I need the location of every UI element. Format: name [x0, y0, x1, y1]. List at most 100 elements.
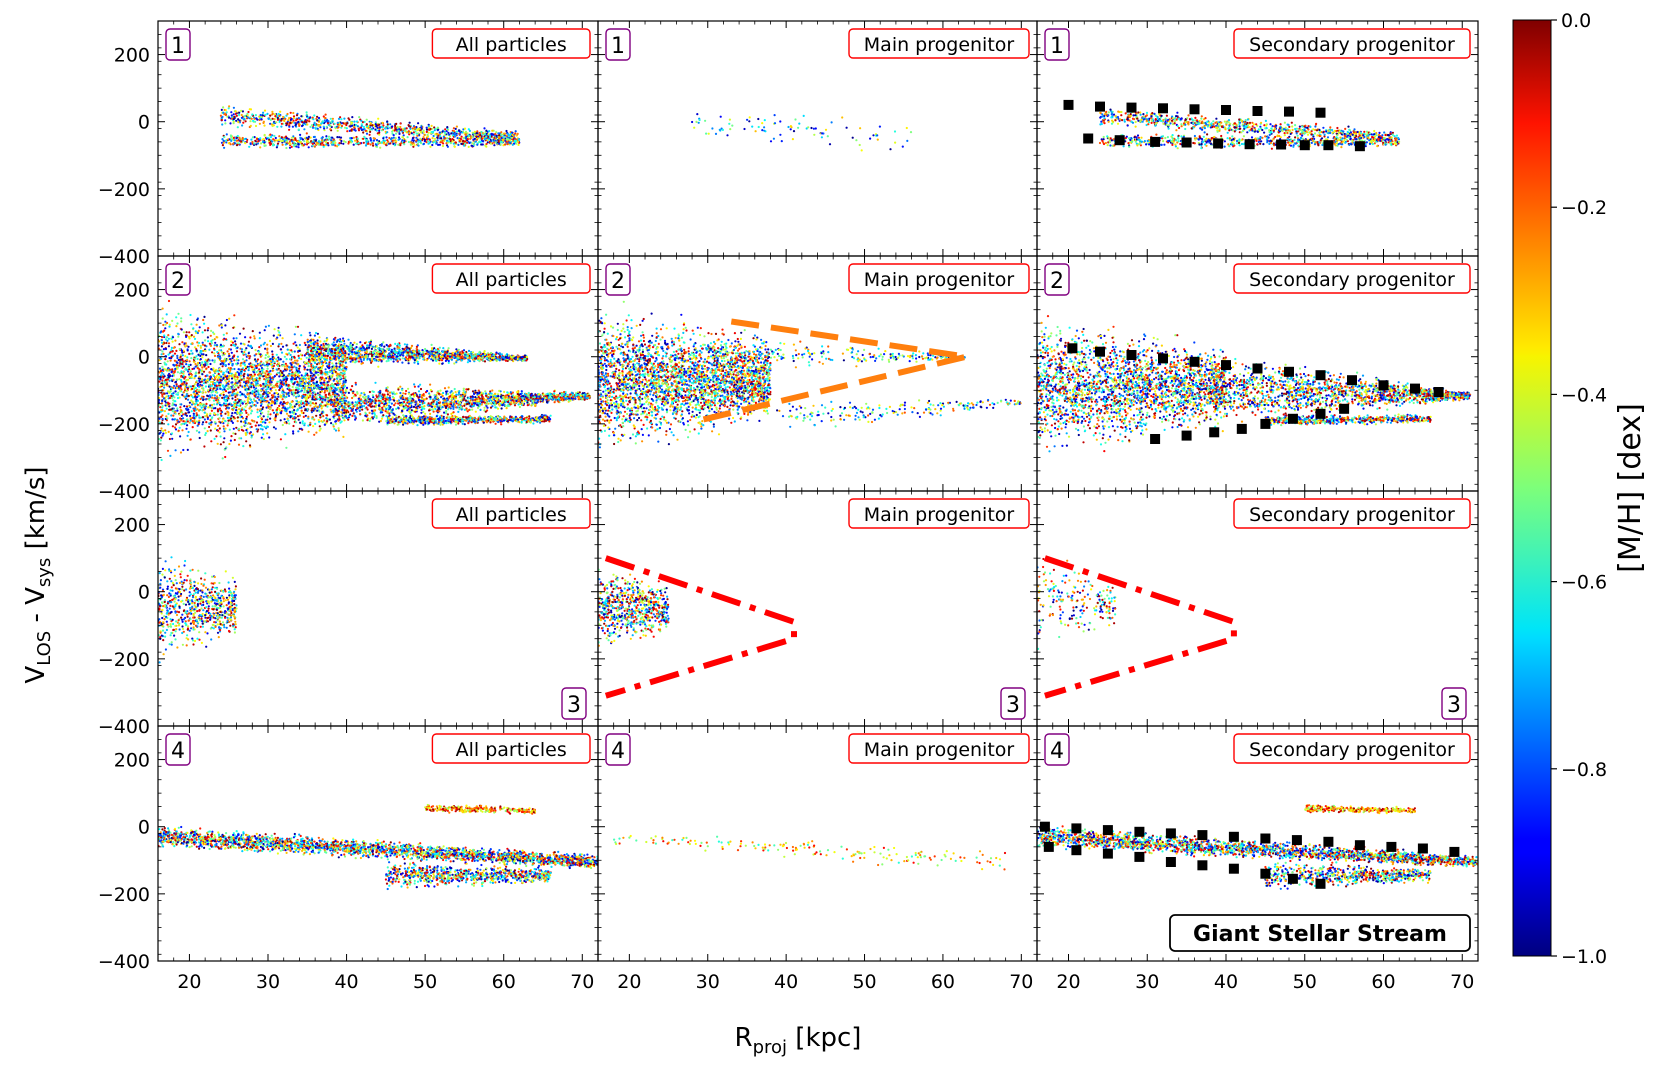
- particle-point: [1193, 134, 1196, 138]
- particle-point: [1198, 136, 1201, 139]
- row-number-box: [165, 28, 191, 61]
- particle-point: [295, 119, 298, 122]
- particle-point: [250, 366, 253, 369]
- particle-point: [191, 342, 194, 345]
- particle-point: [278, 114, 281, 117]
- particle-point: [436, 136, 439, 139]
- particle-point: [1201, 138, 1204, 141]
- orbit-square-marker: [1299, 140, 1310, 151]
- particle-point: [1206, 133, 1209, 136]
- particle-point: [1313, 143, 1317, 146]
- particle-point: [1213, 135, 1216, 139]
- particle-point: [1101, 113, 1104, 116]
- particle-point: [360, 123, 363, 126]
- particle-point: [807, 126, 810, 129]
- particle-point: [285, 140, 288, 143]
- particle-point: [1200, 147, 1203, 150]
- particle-point: [292, 111, 295, 115]
- particle-point: [222, 106, 225, 109]
- particle-point: [209, 429, 212, 432]
- particle-point: [303, 120, 306, 123]
- particle-point: [275, 146, 278, 149]
- particle-point: [1180, 125, 1183, 128]
- particle-point: [1319, 134, 1322, 138]
- particle-point: [1227, 143, 1230, 146]
- particle-point: [250, 138, 253, 141]
- particle-point: [1349, 138, 1352, 141]
- y-tick-label: −400: [98, 246, 150, 268]
- particle-point: [234, 110, 237, 113]
- particle-point: [909, 131, 913, 134]
- particle-point: [367, 127, 370, 130]
- particle-point: [1192, 141, 1195, 145]
- particle-point: [293, 121, 296, 124]
- particle-point: [350, 141, 353, 144]
- particle-point: [511, 143, 514, 146]
- particle-point: [1139, 144, 1142, 147]
- particle-point: [1103, 113, 1107, 116]
- particle-point: [354, 129, 357, 132]
- particle-point: [1162, 140, 1165, 143]
- particle-point: [276, 336, 279, 339]
- particle-point: [280, 136, 283, 139]
- particle-point: [431, 137, 434, 140]
- particle-point: [1141, 120, 1144, 123]
- particle-cloud: [691, 113, 913, 152]
- particle-point: [418, 134, 421, 137]
- particle-point: [289, 111, 292, 114]
- particle-point: [1315, 129, 1319, 132]
- particle-point: [1223, 120, 1226, 123]
- particle-point: [1192, 122, 1195, 125]
- particle-point: [1338, 138, 1341, 141]
- particle-point: [1216, 126, 1219, 129]
- particle-point: [695, 120, 698, 123]
- particle-point: [1173, 122, 1176, 125]
- particle-point: [402, 127, 405, 130]
- particle-point: [411, 137, 414, 140]
- particle-point: [269, 114, 272, 117]
- particle-point: [285, 114, 288, 117]
- particle-point: [159, 439, 162, 442]
- particle-point: [480, 137, 483, 140]
- particle-point: [1127, 142, 1130, 145]
- particle-point: [360, 127, 363, 130]
- particle-point: [1261, 136, 1264, 139]
- particle-point: [235, 144, 239, 147]
- particle-point: [360, 119, 363, 122]
- particle-point: [1114, 119, 1117, 122]
- particle-point: [1200, 143, 1203, 146]
- particle-point: [338, 142, 341, 145]
- particle-point: [1353, 128, 1356, 131]
- particle-point: [1207, 121, 1211, 124]
- particle-point: [485, 137, 488, 140]
- particle-point: [249, 336, 252, 339]
- particle-point: [364, 129, 368, 132]
- particle-point: [378, 129, 381, 132]
- particle-point: [343, 397, 346, 400]
- particle-point: [1197, 138, 1200, 141]
- particle-point: [197, 344, 200, 347]
- panel-title: Secondary progenitor: [1249, 34, 1455, 56]
- particle-point: [240, 116, 243, 119]
- particle-point: [241, 124, 244, 127]
- particle-point: [267, 395, 270, 398]
- particle-point: [1329, 126, 1332, 129]
- particle-point: [321, 121, 324, 124]
- particle-point: [276, 118, 279, 121]
- particle-point: [307, 135, 310, 138]
- particle-point: [425, 138, 428, 141]
- particle-point: [454, 141, 457, 144]
- particle-point: [1156, 115, 1159, 118]
- particle-point: [184, 355, 187, 358]
- particle-point: [273, 134, 276, 138]
- particle-point: [378, 123, 381, 126]
- particle-point: [480, 139, 483, 142]
- particle-point: [336, 136, 339, 139]
- particle-point: [334, 144, 337, 147]
- particle-cloud: [220, 132, 521, 150]
- particle-point: [1252, 123, 1255, 126]
- particle-point: [1228, 137, 1231, 140]
- particle-point: [206, 363, 209, 366]
- particle-point: [1243, 121, 1246, 124]
- particle-point: [177, 385, 180, 388]
